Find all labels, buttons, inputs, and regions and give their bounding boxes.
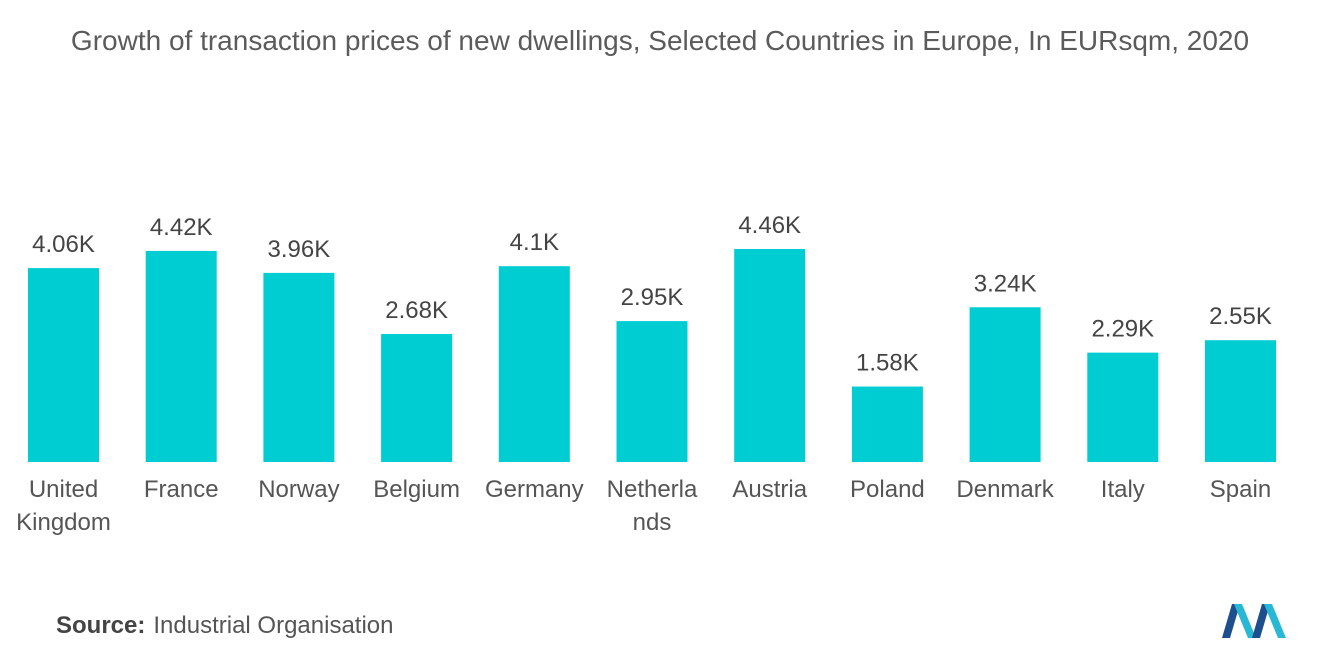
- category-label: Germany: [485, 476, 584, 503]
- value-label: 4.46K: [738, 212, 801, 239]
- value-label: 2.29K: [1091, 316, 1154, 343]
- category-label: Italy: [1101, 476, 1145, 503]
- bar-norway: [263, 272, 335, 462]
- category-label: France: [144, 476, 219, 503]
- bar-france: [145, 250, 217, 462]
- category-label: Belgium: [373, 476, 460, 503]
- chart-title: Growth of transaction prices of new dwel…: [70, 25, 1250, 56]
- value-label: 3.96K: [268, 236, 331, 263]
- value-label: 2.68K: [385, 297, 448, 324]
- mordor-intelligence-logo-icon: [1222, 604, 1286, 638]
- category-label: Norway: [258, 476, 339, 503]
- value-label: 4.1K: [510, 229, 559, 256]
- value-label: 3.24K: [974, 270, 1037, 297]
- category-label: Poland: [850, 476, 925, 503]
- bar-united-kingdom: [28, 268, 99, 462]
- category-label: Denmark: [956, 476, 1054, 503]
- bar-austria: [734, 249, 806, 462]
- source-value: Industrial Organisation: [153, 612, 394, 639]
- bar-chart: 4.06K 4.42K 3.96K 2.68K 4.1K 2.95K 4.46K 1.58K 3…: [16, 212, 1276, 536]
- source-note: Source: Industrial Organisation: [56, 612, 394, 640]
- bar-germany: [498, 266, 570, 462]
- bar-belgium: [381, 334, 453, 462]
- bar-denmark: [969, 307, 1041, 462]
- bar-italy: [1087, 352, 1159, 462]
- value-label: 4.06K: [32, 231, 95, 258]
- bar-netherlands: [616, 321, 688, 462]
- bars-group: [28, 249, 1276, 462]
- value-label: 4.42K: [150, 214, 213, 241]
- bar-spain: [1205, 340, 1276, 462]
- value-label: 2.95K: [621, 284, 684, 311]
- category-label: Austria: [732, 476, 807, 503]
- category-labels-group: United Kingdom France Norway Belgium Germany N…: [16, 476, 1271, 536]
- value-label: 1.58K: [856, 350, 919, 377]
- value-label: 2.55K: [1209, 303, 1272, 330]
- source-label: Source:: [56, 612, 146, 639]
- category-label: United Kingdom: [16, 476, 111, 536]
- category-label: Netherla nds: [607, 476, 698, 536]
- bar-poland: [851, 386, 923, 462]
- value-labels-group: 4.06K 4.42K 3.96K 2.68K 4.1K 2.95K 4.46K 1.58K 3…: [32, 212, 1272, 377]
- category-label: Spain: [1210, 476, 1271, 503]
